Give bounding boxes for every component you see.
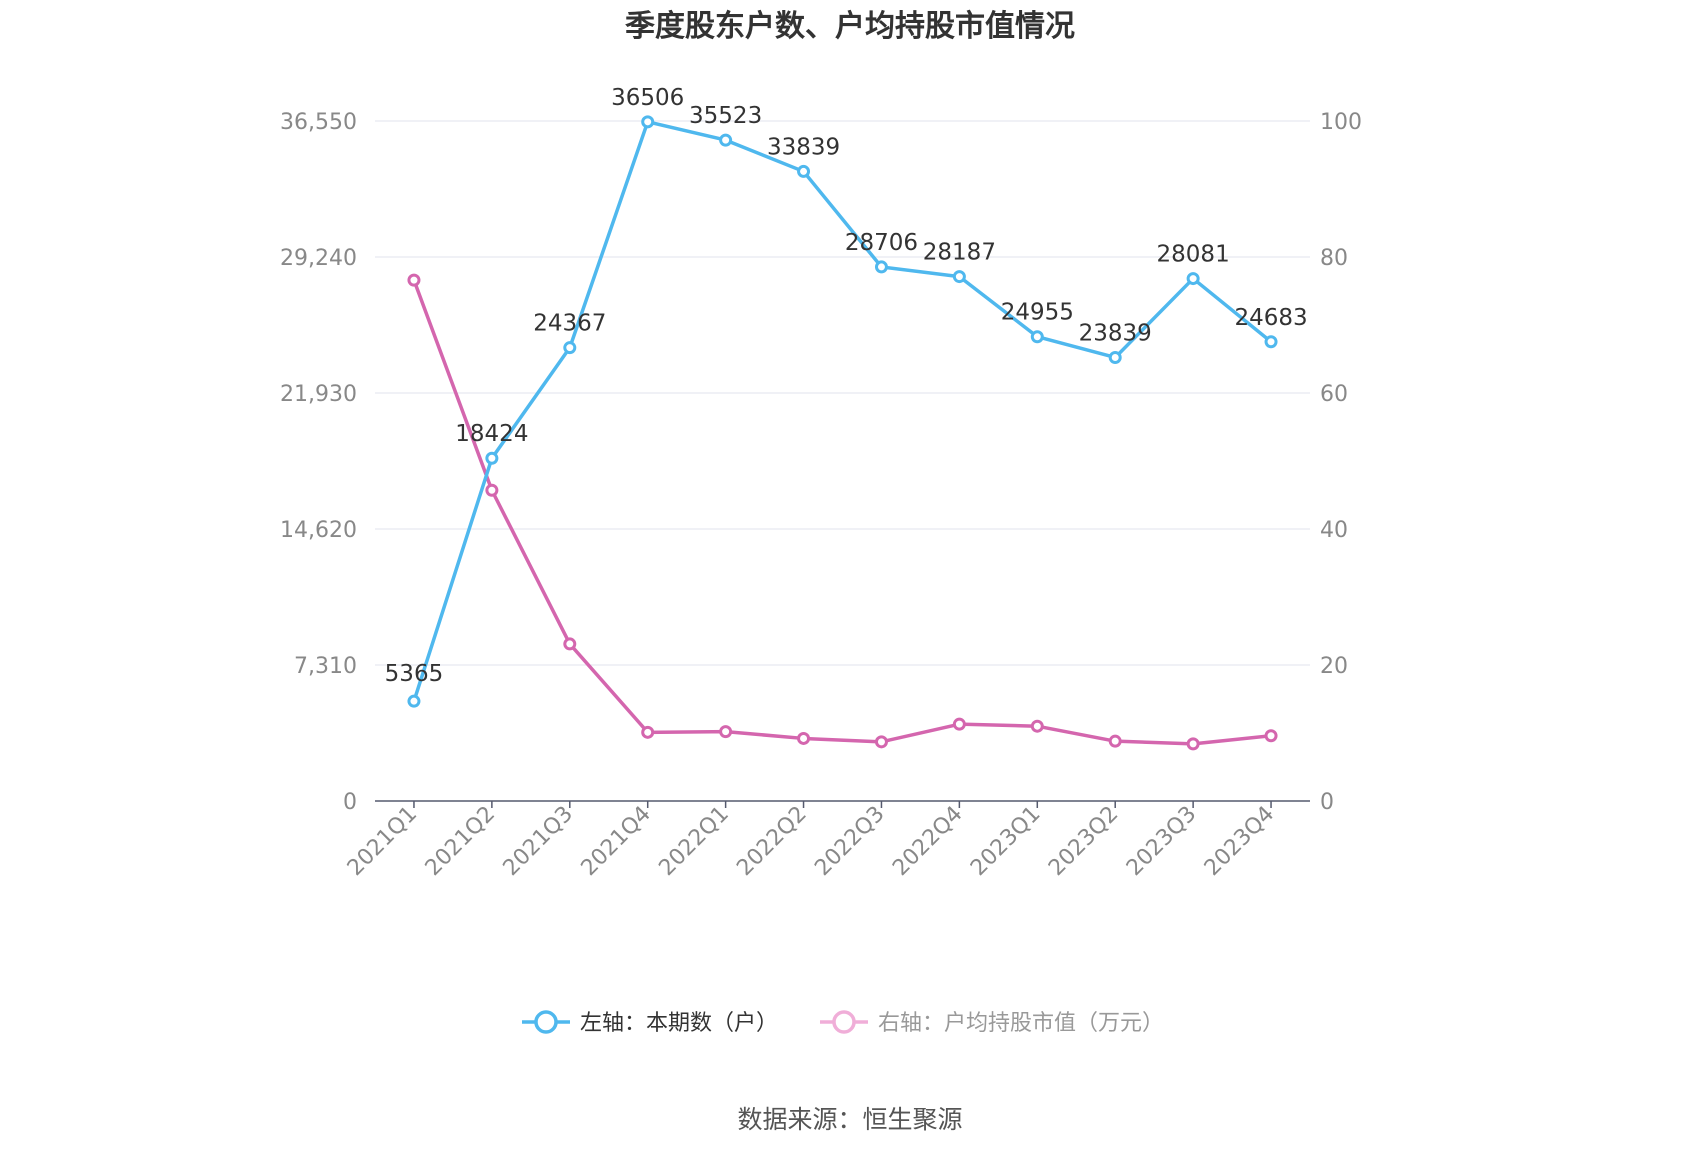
x-axis-tick-label: 2023Q4 bbox=[1200, 802, 1279, 881]
left-axis-tick: 21,930 bbox=[280, 382, 357, 407]
axes: 0 0 7,310 20 14,620 40 21,930 60 29,240 80 36,550 1… bbox=[280, 110, 1362, 881]
data-label: 28706 bbox=[845, 230, 918, 256]
x-axis-tick-label: 2023Q3 bbox=[1122, 802, 1201, 881]
legend-label: 右轴：户均持股市值（万元） bbox=[878, 1011, 1164, 1036]
data-label: 35523 bbox=[689, 103, 762, 129]
x-axis-tick-label: 2022Q3 bbox=[810, 802, 889, 881]
data-label: 18424 bbox=[455, 421, 528, 447]
source-note: 数据来源：恒生聚源 bbox=[737, 1105, 962, 1134]
right-axis-tick: 80 bbox=[1320, 246, 1348, 271]
data-label: 33839 bbox=[767, 134, 840, 160]
data-label: 24955 bbox=[1001, 300, 1074, 326]
data-point bbox=[407, 273, 421, 287]
data-point bbox=[407, 694, 421, 708]
left-axis-tick: 14,620 bbox=[280, 518, 357, 543]
x-axis-tick-label: 2021Q4 bbox=[577, 802, 656, 881]
data-point bbox=[874, 260, 888, 274]
x-axis-tick-label: 2022Q4 bbox=[888, 802, 967, 881]
series-line-holders bbox=[412, 120, 1273, 702]
x-axis-tick-label: 2023Q2 bbox=[1044, 802, 1123, 881]
data-label: 28187 bbox=[923, 240, 996, 266]
data-point bbox=[1030, 330, 1044, 344]
data-label: 5365 bbox=[385, 661, 444, 687]
data-point bbox=[797, 164, 811, 178]
legend-label: 左轴：本期数（户） bbox=[580, 1011, 778, 1036]
left-axis-tick: 7,310 bbox=[294, 654, 357, 679]
data-point bbox=[952, 717, 966, 731]
x-axis-tick-label: 2023Q1 bbox=[966, 802, 1045, 881]
chart-title: 季度股东户数、户均持股市值情况 bbox=[625, 9, 1075, 44]
data-point bbox=[719, 725, 733, 739]
data-point bbox=[1264, 729, 1278, 743]
data-point bbox=[797, 731, 811, 745]
x-axis-tick-label: 2022Q1 bbox=[654, 802, 733, 881]
data-point bbox=[1108, 350, 1122, 364]
legend: 左轴：本期数（户） 右轴：户均持股市值（万元） bbox=[522, 1010, 1164, 1036]
left-axis-tick: 0 bbox=[343, 790, 357, 815]
x-axis-tick-label: 2021Q2 bbox=[421, 802, 500, 881]
data-point bbox=[1264, 335, 1278, 349]
data-label: 24367 bbox=[533, 311, 606, 337]
left-axis-tick: 29,240 bbox=[280, 246, 357, 271]
right-axis-tick: 0 bbox=[1320, 790, 1334, 815]
data-label: 24683 bbox=[1234, 305, 1307, 331]
grid-lines bbox=[375, 120, 1310, 666]
legend-swatch-marker bbox=[832, 1010, 856, 1034]
right-axis-tick: 60 bbox=[1320, 382, 1348, 407]
x-axis-tick-label: 2022Q2 bbox=[732, 802, 811, 881]
data-point bbox=[641, 725, 655, 739]
data-point bbox=[1030, 719, 1044, 733]
right-axis-tick: 20 bbox=[1320, 654, 1348, 679]
data-point bbox=[719, 133, 733, 147]
right-axis-tick: 100 bbox=[1320, 110, 1362, 135]
legend-swatch-marker bbox=[534, 1010, 558, 1034]
data-label: 23839 bbox=[1079, 320, 1152, 346]
data-point bbox=[1186, 272, 1200, 286]
data-label: 28081 bbox=[1157, 242, 1230, 268]
data-point bbox=[485, 483, 499, 497]
data-point bbox=[641, 115, 655, 129]
data-label: 36506 bbox=[611, 85, 684, 111]
x-axis-tick-label: 2021Q3 bbox=[499, 802, 578, 881]
series-layer bbox=[407, 115, 1278, 751]
right-axis-tick: 40 bbox=[1320, 518, 1348, 543]
series-line-market-value bbox=[412, 279, 1272, 746]
data-point bbox=[874, 735, 888, 749]
data-point bbox=[1108, 734, 1122, 748]
data-point bbox=[563, 637, 577, 651]
data-point bbox=[952, 270, 966, 284]
data-point bbox=[563, 341, 577, 355]
data-point bbox=[485, 451, 499, 465]
data-point bbox=[1186, 737, 1200, 751]
left-axis-tick: 36,550 bbox=[280, 110, 357, 135]
